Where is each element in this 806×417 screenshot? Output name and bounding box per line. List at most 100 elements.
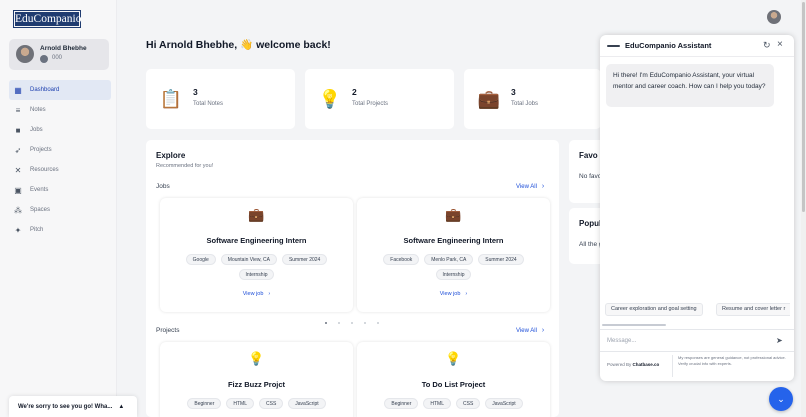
stat-card-jobs[interactable]: 💼 3 Total Jobs — [464, 69, 601, 129]
sidebar-item-dashboard[interactable]: ▦ Dashboard — [9, 80, 111, 100]
sidebar-item-pitch[interactable]: ✦ Pitch — [9, 220, 111, 240]
tag-chip: Summer 2024 — [478, 254, 524, 265]
projects-view-all-link[interactable]: View All › — [516, 327, 544, 334]
projects-heading: Projects — [156, 327, 180, 334]
tag-chip: Mountain View, CA — [220, 254, 277, 265]
message-input[interactable]: Message... — [607, 338, 637, 344]
tag-chip: Internship — [238, 269, 275, 280]
coin-count: 000 — [52, 55, 63, 61]
app-logo[interactable]: EduCompanio — [13, 10, 81, 28]
job-title: Software Engineering Intern — [403, 236, 504, 245]
page-scrollbar[interactable] — [801, 0, 806, 417]
bulb-icon: 💡 — [318, 88, 342, 109]
tag-chip: Summer 2024 — [281, 254, 328, 265]
chat-toggle-button[interactable]: ⌄ — [769, 387, 793, 411]
stat-label: Total Notes — [193, 101, 224, 107]
project-title: Fizz Buzz Projct — [227, 380, 286, 389]
chat-title: EduCompanio Assistant — [625, 41, 712, 50]
sidebar-item-events[interactable]: ▣ Events — [9, 180, 111, 200]
toast-text: We're sorry to see you go! Wha... — [18, 403, 113, 410]
job-card[interactable]: 💼 Software Engineering Intern Facebook M… — [357, 198, 550, 312]
sidebar-item-label: Projects — [30, 147, 52, 153]
tag-chip: JavaScript — [288, 398, 326, 409]
explore-title: Explore — [156, 151, 186, 160]
carousel-dot[interactable] — [351, 322, 353, 324]
suggestions-scrollbar[interactable] — [602, 324, 666, 326]
carousel-dot[interactable] — [364, 322, 366, 324]
chat-disclaimer: My responses are general guidance, not p… — [678, 355, 786, 366]
chevron-right-icon: › — [268, 291, 271, 297]
suggestion-chip[interactable]: Career exploration and goal setting — [605, 303, 703, 316]
jobs-view-all-link[interactable]: View All › — [516, 183, 544, 190]
sidebar-item-notes[interactable]: ≡ Notes — [9, 100, 111, 120]
lines-icon: ≡ — [15, 105, 21, 115]
sidebar: EduCompanio Arnold Bhebhe 000 ▦ Dashboar… — [0, 0, 117, 417]
project-tags: Beginner HTML CSS JavaScript — [357, 398, 550, 409]
scrollbar-thumb[interactable] — [802, 2, 805, 212]
stat-value: 2 — [352, 87, 357, 97]
carousel-dot[interactable] — [325, 322, 327, 324]
tag-chip: Menlo Park, CA — [424, 254, 474, 265]
job-tags: Google Mountain View, CA Summer 2024 Int… — [160, 254, 353, 280]
notes-icon: 📋 — [159, 88, 183, 109]
view-job-label: View job — [439, 291, 461, 297]
sparkle-icon: ✦ — [14, 225, 22, 235]
chat-handle-icon — [607, 45, 620, 47]
refresh-icon[interactable]: ↻ — [763, 40, 771, 50]
close-icon[interactable]: × — [777, 39, 783, 50]
briefcase-icon: 💼 — [248, 207, 265, 222]
stat-card-projects[interactable]: 💡 2 Total Projects — [305, 69, 454, 129]
stat-value: 3 — [511, 87, 516, 97]
chat-header: EduCompanio Assistant ↻ × — [600, 35, 794, 57]
bulb-icon: 💡 — [445, 351, 462, 366]
view-job-link[interactable]: View job › — [160, 291, 353, 297]
tag-chip: HTML — [226, 398, 254, 409]
chevron-up-icon[interactable]: ▲ — [118, 403, 125, 410]
logo-text: EduCompanio — [15, 12, 82, 26]
favorites-heading: Favo — [579, 151, 598, 160]
tag-chip: CSS — [259, 398, 284, 409]
tag-chip: Beginner — [187, 398, 222, 409]
job-tags: Facebook Menlo Park, CA Summer 2024 Inte… — [357, 254, 550, 280]
view-job-label: View job — [242, 291, 264, 297]
send-icon[interactable]: ➤ — [776, 336, 783, 345]
sidebar-item-label: Dashboard — [30, 87, 60, 93]
stat-card-notes[interactable]: 📋 3 Total Notes — [146, 69, 295, 129]
bulb-icon: 💡 — [248, 351, 265, 366]
jobs-heading: Jobs — [156, 183, 170, 190]
project-card[interactable]: 💡 To Do List Project Beginner HTML CSS J… — [357, 342, 550, 417]
sidebar-item-resources[interactable]: ✕ Resources — [9, 160, 111, 180]
carousel-dots — [325, 322, 379, 324]
sidebar-item-projects[interactable]: ➶ Projects — [9, 140, 111, 160]
rocket-icon: ➶ — [14, 145, 22, 155]
carousel-dot[interactable] — [377, 322, 379, 324]
profile-card[interactable]: Arnold Bhebhe 000 — [9, 39, 109, 70]
user-avatar[interactable] — [767, 10, 781, 24]
coin-icon — [40, 55, 48, 63]
view-all-label: View All — [516, 184, 537, 190]
explore-panel: Explore Recommended for you! Jobs View A… — [146, 140, 559, 417]
sidebar-item-label: Events — [30, 187, 49, 193]
briefcase-icon: ■ — [15, 125, 21, 135]
sidebar-item-jobs[interactable]: ■ Jobs — [9, 120, 111, 140]
sidebar-nav: ▦ Dashboard ≡ Notes ■ Jobs ➶ Projects ✕ … — [9, 80, 111, 240]
carousel-dot[interactable] — [338, 322, 340, 324]
job-card[interactable]: 💼 Software Engineering Intern Google Mou… — [160, 198, 353, 312]
project-card[interactable]: 💡 Fizz Buzz Projct Beginner HTML CSS Jav… — [160, 342, 353, 417]
sidebar-item-label: Spaces — [30, 207, 51, 213]
sidebar-item-label: Resources — [30, 167, 59, 173]
sidebar-item-label: Pitch — [30, 227, 44, 233]
chat-widget: EduCompanio Assistant ↻ × Hi there! I'm … — [600, 35, 794, 381]
tag-chip: Google — [185, 254, 216, 265]
page-title: Hi Arnold Bhebhe, 👋 welcome back! — [146, 39, 331, 51]
suggestion-chip[interactable]: Resume and cover letter r — [716, 303, 791, 316]
briefcase-icon: 💼 — [445, 207, 462, 222]
powered-by[interactable]: Powered By Chatbase.co — [607, 362, 659, 367]
sidebar-item-spaces[interactable]: ⁂ Spaces — [9, 200, 111, 220]
popular-text: All the g resour — [579, 241, 609, 248]
tag-chip: JavaScript — [485, 398, 523, 409]
divider — [672, 355, 673, 377]
feedback-toast[interactable]: We're sorry to see you go! Wha... ▲ — [9, 396, 137, 417]
divider — [600, 329, 794, 330]
view-job-link[interactable]: View job › — [357, 291, 550, 297]
